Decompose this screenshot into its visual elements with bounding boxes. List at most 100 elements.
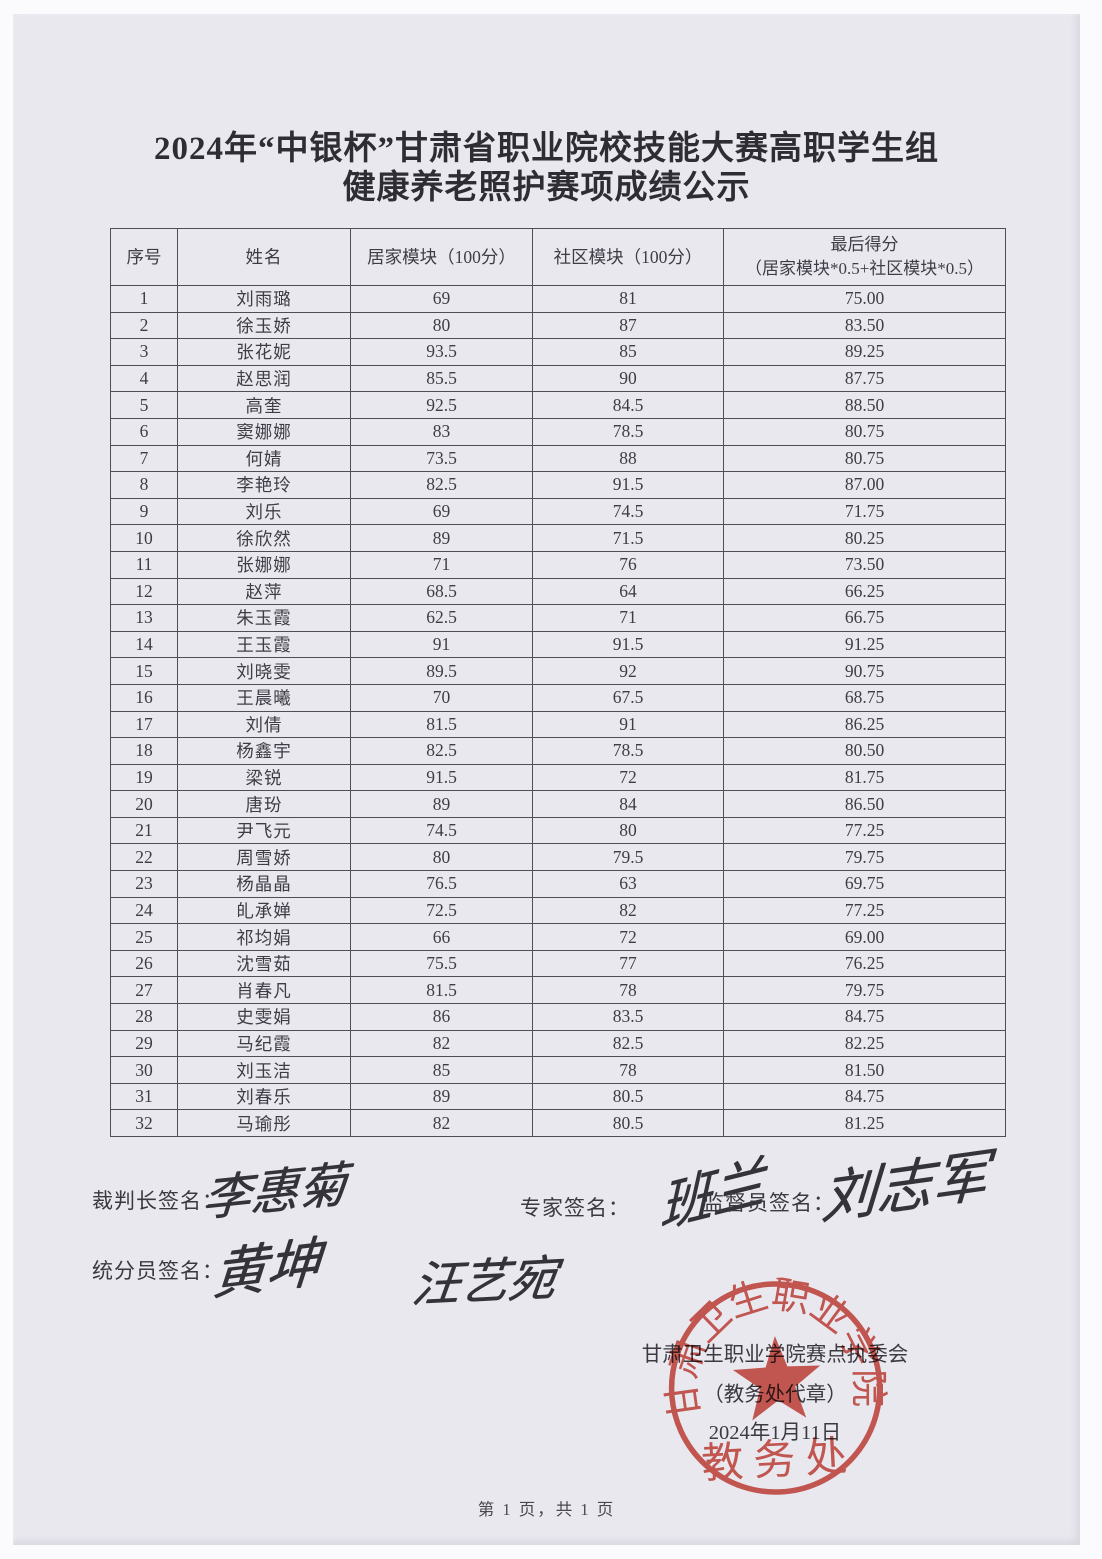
cell-community: 76 bbox=[532, 550, 724, 579]
table-row: 30 刘玉洁 85 78 81.50 bbox=[110, 1056, 1006, 1084]
cell-final: 84.75 bbox=[723, 1003, 1006, 1031]
referee-signature-label: 裁判长签名： bbox=[92, 1189, 224, 1213]
cell-home: 76.5 bbox=[350, 870, 533, 898]
cell-final: 71.75 bbox=[723, 497, 1006, 526]
cell-final: 77.25 bbox=[723, 816, 1006, 845]
table-row: 21 尹飞元 74.5 80 77.25 bbox=[110, 816, 1006, 845]
cell-seq: 31 bbox=[110, 1082, 178, 1111]
cell-name: 史雯娟 bbox=[177, 1003, 351, 1031]
cell-seq: 20 bbox=[110, 790, 178, 818]
table-row: 23 杨晶晶 76.5 63 69.75 bbox=[110, 870, 1006, 898]
header-final-line2: （居家模块*0.5+社区模块*0.5） bbox=[744, 259, 985, 278]
cell-community: 87 bbox=[532, 311, 724, 340]
cell-home: 69 bbox=[350, 497, 533, 526]
table-row: 27 肖春凡 81.5 78 79.75 bbox=[110, 976, 1006, 1005]
cell-home: 74.5 bbox=[350, 816, 533, 845]
cell-name: 刘春乐 bbox=[177, 1082, 351, 1111]
cell-community: 91.5 bbox=[532, 630, 724, 659]
title-line-2: 健康养老照护赛项成绩公示 bbox=[342, 170, 751, 206]
expert-signature-label: 专家签名： bbox=[520, 1196, 630, 1220]
cell-home: 62.5 bbox=[350, 604, 533, 632]
cell-home: 68.5 bbox=[350, 577, 533, 606]
header-community-module: 社区模块（100分） bbox=[532, 228, 724, 286]
cell-seq: 24 bbox=[110, 896, 178, 925]
cell-name: 马纪霞 bbox=[177, 1029, 351, 1058]
cell-community: 80.5 bbox=[532, 1109, 724, 1137]
cell-community: 84 bbox=[532, 790, 724, 818]
cell-name: 刘雨璐 bbox=[177, 285, 351, 313]
cell-home: 75.5 bbox=[350, 949, 533, 978]
cell-community: 77 bbox=[532, 949, 724, 978]
cell-home: 82.5 bbox=[350, 737, 533, 765]
cell-final: 75.00 bbox=[723, 285, 1006, 313]
cell-final: 90.75 bbox=[723, 657, 1006, 685]
cell-final: 80.75 bbox=[723, 417, 1006, 446]
cell-final: 69.75 bbox=[723, 870, 1006, 898]
results-table-header: 序号 姓名 居家模块（100分） 社区模块（100分） 最后得分 （居家模块*0… bbox=[110, 228, 1006, 286]
cell-community: 81 bbox=[532, 285, 724, 313]
table-row: 2 徐玉娇 80 87 83.50 bbox=[110, 311, 1006, 340]
cell-seq: 2 bbox=[110, 311, 178, 340]
cell-community: 78 bbox=[532, 976, 724, 1005]
cell-community: 91 bbox=[532, 710, 724, 739]
cell-final: 86.50 bbox=[723, 790, 1006, 818]
cell-name: 杨晶晶 bbox=[177, 870, 351, 898]
cell-community: 91.5 bbox=[532, 471, 724, 499]
cell-home: 89 bbox=[350, 524, 533, 552]
table-row: 22 周雪娇 80 79.5 79.75 bbox=[110, 843, 1006, 872]
cell-seq: 5 bbox=[110, 391, 178, 419]
cell-name: 刘玉洁 bbox=[177, 1056, 351, 1084]
cell-community: 67.5 bbox=[532, 683, 724, 712]
cell-name: 李艳玲 bbox=[177, 471, 351, 499]
header-home-module: 居家模块（100分） bbox=[350, 228, 533, 286]
cell-home: 89 bbox=[350, 1082, 533, 1111]
cell-home: 69 bbox=[350, 285, 533, 313]
cell-seq: 15 bbox=[110, 657, 178, 685]
cell-final: 89.25 bbox=[723, 338, 1006, 366]
cell-final: 79.75 bbox=[723, 976, 1006, 1005]
cell-seq: 12 bbox=[110, 577, 178, 606]
cell-home: 82 bbox=[350, 1109, 533, 1137]
table-row: 28 史雯娟 86 83.5 84.75 bbox=[110, 1003, 1006, 1031]
cell-seq: 27 bbox=[110, 976, 178, 1005]
cell-community: 82.5 bbox=[532, 1029, 724, 1058]
table-row: 8 李艳玲 82.5 91.5 87.00 bbox=[110, 471, 1006, 499]
cell-community: 72 bbox=[532, 763, 724, 792]
cell-seq: 9 bbox=[110, 497, 178, 526]
cell-seq: 6 bbox=[110, 417, 178, 446]
table-row: 11 张娜娜 71 76 73.50 bbox=[110, 550, 1006, 579]
scorer-signature-1: 黄坤 bbox=[210, 1229, 323, 1308]
cell-community: 63 bbox=[532, 870, 724, 898]
table-row: 10 徐欣然 89 71.5 80.25 bbox=[110, 524, 1006, 552]
cell-home: 91.5 bbox=[350, 763, 533, 792]
cell-final: 87.75 bbox=[723, 364, 1006, 393]
cell-seq: 8 bbox=[110, 471, 178, 499]
cell-home: 85 bbox=[350, 1056, 533, 1084]
title-line-1: 2024年“中银杯”甘肃省职业院校技能大赛高职学生组 bbox=[154, 131, 939, 167]
header-name: 姓名 bbox=[177, 228, 351, 286]
cell-home: 80 bbox=[350, 843, 533, 872]
results-table: 序号 姓名 居家模块（100分） 社区模块（100分） 最后得分 （居家模块*0… bbox=[110, 228, 1006, 1137]
cell-home: 80 bbox=[350, 311, 533, 340]
table-row: 15 刘晓雯 89.5 92 90.75 bbox=[110, 657, 1006, 685]
cell-name: 张花妮 bbox=[177, 338, 351, 366]
cell-name: 赵思润 bbox=[177, 364, 351, 393]
cell-seq: 21 bbox=[110, 816, 178, 845]
cell-final: 91.25 bbox=[723, 630, 1006, 659]
header-seq: 序号 bbox=[110, 228, 178, 286]
table-row: 26 沈雪茹 75.5 77 76.25 bbox=[110, 949, 1006, 978]
table-row: 25 祁均娟 66 72 69.00 bbox=[110, 923, 1006, 951]
table-row: 29 马纪霞 82 82.5 82.25 bbox=[110, 1029, 1006, 1058]
cell-seq: 10 bbox=[110, 524, 178, 552]
cell-name: 马瑜彤 bbox=[177, 1109, 351, 1137]
cell-seq: 26 bbox=[110, 949, 178, 978]
cell-seq: 16 bbox=[110, 683, 178, 712]
cell-community: 78.5 bbox=[532, 417, 724, 446]
header-final-score: 最后得分 （居家模块*0.5+社区模块*0.5） bbox=[723, 228, 1006, 286]
cell-name: 徐玉娇 bbox=[177, 311, 351, 340]
cell-community: 78 bbox=[532, 1056, 724, 1084]
official-seal: 甘肃卫生职业学院 教务处 bbox=[653, 1270, 893, 1495]
cell-final: 69.00 bbox=[723, 923, 1006, 951]
cell-home: 81.5 bbox=[350, 710, 533, 739]
